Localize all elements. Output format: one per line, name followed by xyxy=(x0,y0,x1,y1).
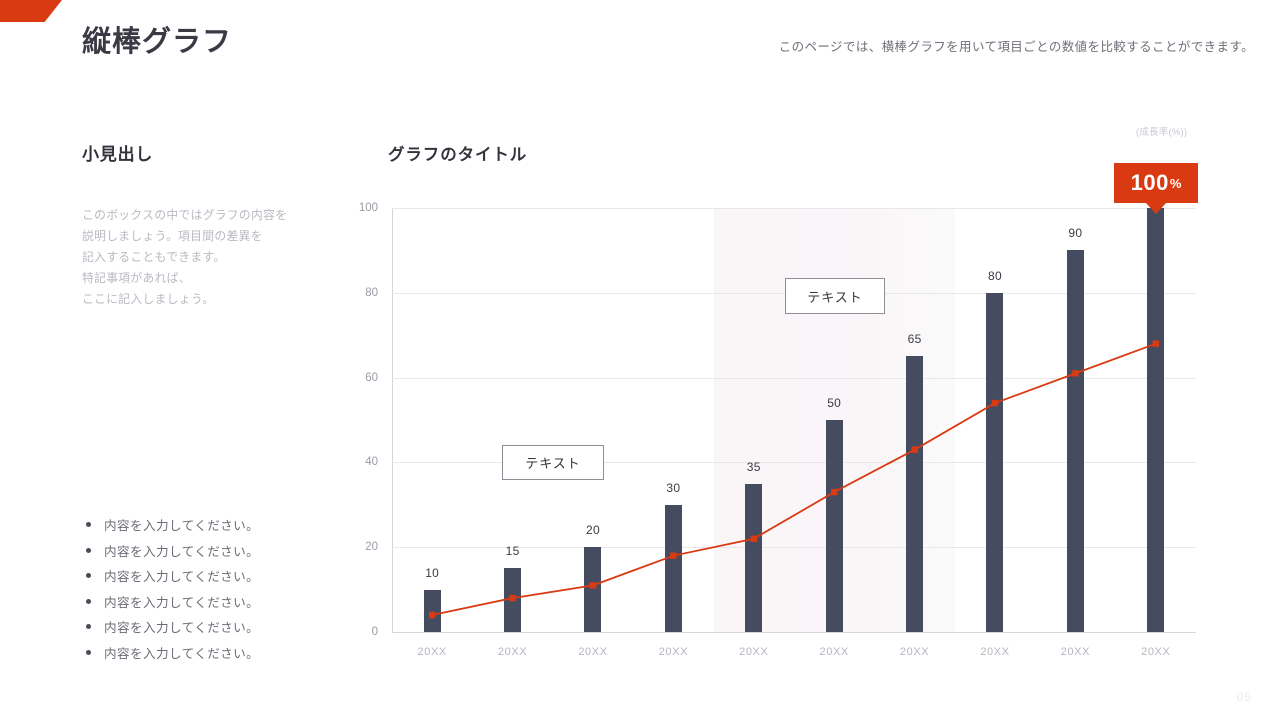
bar[interactable] xyxy=(825,420,843,632)
y-axis-line xyxy=(392,208,393,632)
header-description: このページでは、横棒グラフを用いて項目ごとの数値を比較することができます。 xyxy=(778,40,1254,54)
bar-column[interactable]: 10 20XX xyxy=(392,208,472,658)
y-axis-tick-label: 100 xyxy=(358,202,378,214)
bar-column[interactable]: 65 20XX xyxy=(874,208,954,658)
bar[interactable] xyxy=(745,483,763,632)
annotation-box-1[interactable]: テキスト xyxy=(502,445,604,480)
x-axis-tick-label: 20XX xyxy=(497,646,528,658)
list-item-label: 内容を入力してください。 xyxy=(104,570,260,585)
list-item: 内容を入力してください。 xyxy=(86,512,259,538)
bar-value-label: 15 xyxy=(505,544,520,559)
list-item-label: 内容を入力してください。 xyxy=(104,595,260,610)
bar[interactable] xyxy=(986,292,1004,632)
y-axis-tick-label: 20 xyxy=(365,541,378,554)
bar-column[interactable]: 80 20XX xyxy=(955,208,1035,658)
x-axis-tick-label: 20XX xyxy=(578,646,608,658)
gridline xyxy=(392,632,1196,633)
y-axis-tick-label: 80 xyxy=(365,286,378,299)
bullet-dot-icon xyxy=(86,522,91,528)
bullet-dot-icon xyxy=(86,547,91,553)
bar[interactable] xyxy=(906,356,924,632)
bar-column[interactable]: 20 20XX xyxy=(553,208,633,658)
x-axis-tick-label: 20XX xyxy=(1060,646,1091,658)
bar[interactable] xyxy=(664,504,682,632)
x-axis-tick-label: 20XX xyxy=(417,646,447,658)
x-axis-tick-label: 20XX xyxy=(980,646,1010,658)
bar[interactable] xyxy=(584,547,602,632)
bar-value-label: 10 xyxy=(425,565,440,580)
bar[interactable] xyxy=(1066,250,1084,632)
bullet-dot-icon xyxy=(86,598,91,604)
list-item-label: 内容を入力してください。 xyxy=(104,646,260,661)
list-item: 内容を入力してください。 xyxy=(86,538,259,564)
sub-heading: 小見出し xyxy=(82,145,154,164)
bar[interactable] xyxy=(423,589,441,632)
y-axis-tick-label: 40 xyxy=(365,456,378,469)
annotation-box-2[interactable]: テキスト xyxy=(785,278,885,314)
list-item-label: 内容を入力してください。 xyxy=(104,621,260,636)
bar-value-label: 50 xyxy=(827,396,842,410)
bullet-dot-icon xyxy=(86,624,91,630)
list-item: 内容を入力してください。 xyxy=(86,614,259,640)
bar-value-label: 80 xyxy=(988,268,1002,283)
bar[interactable] xyxy=(1147,208,1165,632)
y-axis-tick-label: 0 xyxy=(371,626,378,638)
x-axis-tick-label: 20XX xyxy=(819,646,849,658)
annotation-box-2-label: テキスト xyxy=(807,289,863,305)
list-item-label: 内容を入力してください。 xyxy=(104,544,260,559)
bullet-dot-icon xyxy=(86,649,91,655)
bar-value-label: 35 xyxy=(746,459,761,474)
bar-column[interactable]: 90 20XX xyxy=(1035,208,1115,658)
page-number: 05 xyxy=(1236,690,1252,704)
bar-column[interactable]: 30 20XX xyxy=(633,208,713,658)
list-item: 内容を入力してください。 xyxy=(86,640,259,666)
x-axis-tick-label: 20XX xyxy=(1141,646,1171,658)
bar-column[interactable]: 15 20XX xyxy=(472,208,552,658)
chart-title: グラフのタイトル xyxy=(388,146,528,164)
page-title: 縦棒グラフ xyxy=(82,26,233,58)
x-axis-tick-label: 20XX xyxy=(899,646,930,658)
gridline xyxy=(392,208,1196,209)
secondary-axis-label: (成長率(%)) xyxy=(1136,127,1188,138)
x-axis-tick-label: 20XX xyxy=(739,646,769,658)
bullet-list: 内容を入力してください。 内容を入力してください。 内容を入力してください。 内容を入… xyxy=(86,512,259,665)
y-axis-tick-label: 60 xyxy=(365,371,378,384)
list-item-label: 内容を入力してください。 xyxy=(104,519,260,534)
bar-column[interactable]: 10020XX xyxy=(1116,184,1196,658)
bar-value-label: 90 xyxy=(1068,226,1083,241)
chart-plot-area: 0 20 40 60 80 100 10 20XX 15 20XX 20 20XX 30 20XX 35 2… xyxy=(359,184,1196,658)
body-copy: このボックスの中ではグラフの内容を 説明しましょう。項目間の差異を 記入すること… xyxy=(82,208,288,306)
highlight-callout[interactable]: 100% xyxy=(1114,163,1198,203)
annotation-box-1-label: テキスト xyxy=(525,456,581,471)
bar-column[interactable]: 35 20XX xyxy=(714,208,794,658)
bar-column[interactable]: 50 20XX xyxy=(794,208,874,658)
bar-value-label: 20 xyxy=(586,523,600,538)
callout-unit: % xyxy=(1169,175,1182,191)
bars-group: 10 20XX 15 20XX 20 20XX 30 20XX 35 20XX 50 20XX 65 20… xyxy=(392,184,1196,658)
callout-value: 100 xyxy=(1130,170,1169,195)
bar-value-label: 30 xyxy=(666,480,681,495)
x-axis-tick-label: 20XX xyxy=(658,646,689,658)
list-item: 内容を入力してください。 xyxy=(86,563,259,589)
bar[interactable] xyxy=(504,568,522,632)
bar-value-label: 65 xyxy=(907,332,922,347)
list-item: 内容を入力してください。 xyxy=(86,589,259,615)
bullet-dot-icon xyxy=(86,573,91,579)
corner-ribbon-decoration xyxy=(0,0,62,22)
